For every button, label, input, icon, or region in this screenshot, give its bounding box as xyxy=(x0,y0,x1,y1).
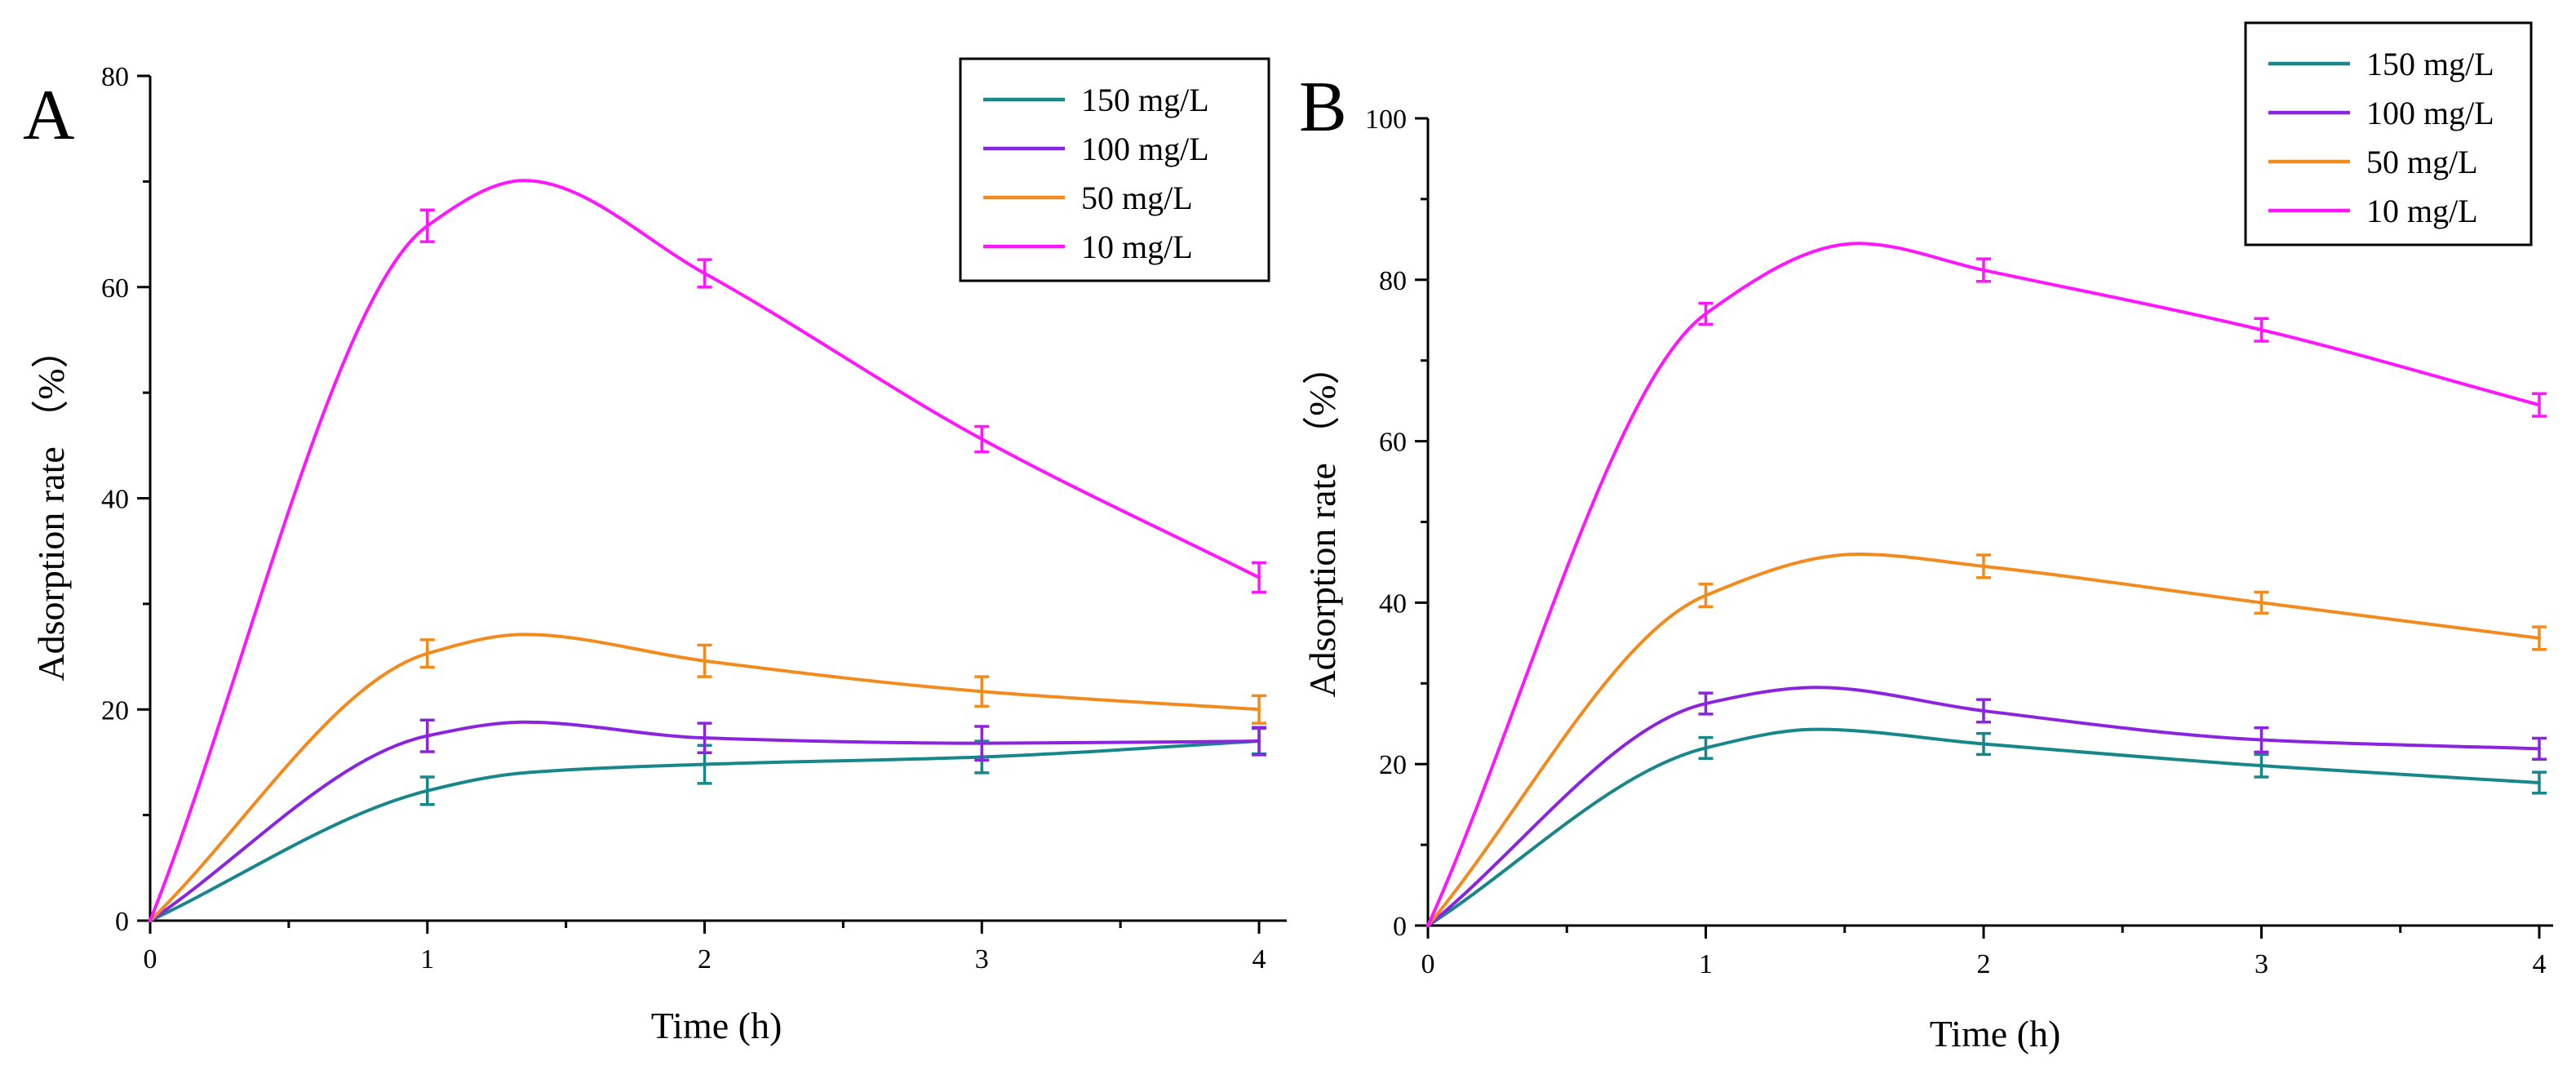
panel-a-legend-box xyxy=(959,57,1270,282)
panel-a-series-100-mg-l xyxy=(149,720,1261,922)
panel-a-errorbar-50-mg-l xyxy=(697,643,712,678)
panel-b-x-tick-label: 4 xyxy=(2532,949,2546,979)
panel-b-x-axis-title: Time (h) xyxy=(1930,1013,2061,1054)
panel-b-y-tick-label: 80 xyxy=(1379,266,1407,296)
panel-a-x-tick-label: 0 xyxy=(144,944,157,975)
panel-b-errorbar-150-mg-l xyxy=(2531,770,2547,795)
panel-b-series-100-mg-l xyxy=(1426,686,2541,927)
panel-a-errorbar-50-mg-l xyxy=(974,675,990,708)
panel-b-y-tick-label: 0 xyxy=(1393,912,1407,942)
panel-b-errorbar-50-mg-l xyxy=(1698,582,1714,609)
panel-a-errorbar-100-mg-l xyxy=(697,721,712,755)
panel-a-errorbar-10-mg-l xyxy=(974,424,990,454)
panel-a-y-axis-title: Adsorption rate （%） xyxy=(30,331,72,681)
panel-b-errorbar-150-mg-l xyxy=(2254,753,2269,779)
panel-a-errorbar-10-mg-l xyxy=(1252,561,1267,594)
panel-a-legend-label-50-mg-l: 50 mg/L xyxy=(1081,180,1193,216)
panel-a-y-tick-label: 80 xyxy=(101,62,129,92)
panel-b-series-150-mg-l xyxy=(1426,727,2541,927)
panel-b-legend-label-10-mg-l: 10 mg/L xyxy=(2366,193,2478,229)
panel-b-x-tick-label: 1 xyxy=(1699,949,1713,979)
panel-b-errorbar-50-mg-l xyxy=(2531,625,2547,651)
panel-b-y-tick-label: 100 xyxy=(1365,104,1407,135)
panel-b-errorbar-10-mg-l xyxy=(1975,257,1991,283)
panel-a-x-tick-label: 2 xyxy=(698,944,712,975)
panel-b-errorbar-50-mg-l xyxy=(2254,590,2269,615)
panel-a-errorbar-100-mg-l xyxy=(974,725,990,762)
panel-a-series-150-mg-l xyxy=(149,739,1261,922)
panel-a-series-10-mg-l xyxy=(149,179,1261,922)
panel-b-errorbar-10-mg-l xyxy=(2254,317,2269,343)
panel-b-errorbar-100-mg-l xyxy=(2254,726,2269,754)
panel-a-y-tick-label: 40 xyxy=(101,485,129,515)
panel-b-y-axis-title: Adsorption rate （%） xyxy=(1301,347,1343,697)
panel-b-errorbar-10-mg-l xyxy=(2531,392,2547,418)
panel-b-x-tick-label: 3 xyxy=(2255,949,2268,979)
panel-b-legend: 150 mg/L 100 mg/L 50 mg/L 10 mg/L xyxy=(2244,21,2533,246)
panel-b-legend-label-150-mg-l: 150 mg/L xyxy=(2366,46,2494,82)
panel-a-series-50-mg-l xyxy=(149,633,1261,922)
panel-a-errorbar-10-mg-l xyxy=(419,208,435,243)
panel-a-errorbar-50-mg-l xyxy=(1252,694,1267,725)
panel-a-errorbar-100-mg-l xyxy=(1252,726,1267,757)
panel-a-y-tick-label: 0 xyxy=(115,907,129,937)
panel-b-y-tick-label: 20 xyxy=(1379,750,1407,780)
panel-b-errorbar-150-mg-l xyxy=(1975,731,1991,757)
panel-b-errorbar-150-mg-l xyxy=(1698,735,1714,761)
panel-a-errorbar-10-mg-l xyxy=(697,258,712,289)
panel-a-x-axis-title: Time (h) xyxy=(651,1005,783,1046)
panel-a-y-tick-label: 20 xyxy=(101,695,129,726)
panel-a-legend-label-100-mg-l: 100 mg/L xyxy=(1081,131,1209,167)
panel-b-legend-box xyxy=(2244,21,2533,246)
panel-b-x-tick-label: 2 xyxy=(1976,949,1990,979)
panel-a-x-tick-label: 3 xyxy=(975,944,989,975)
panel-a-legend-label-150-mg-l: 150 mg/L xyxy=(1081,82,1209,118)
panel-b-series-50-mg-l xyxy=(1426,553,2541,927)
panel-b-legend-label-100-mg-l: 100 mg/L xyxy=(2366,95,2494,131)
panel-b-x-tick-label: 0 xyxy=(1421,949,1435,979)
panel-b-label: B xyxy=(1299,68,1347,147)
panel-a-x-tick-label: 4 xyxy=(1253,944,1266,975)
panel-a-legend: 150 mg/L 100 mg/L 50 mg/L 10 mg/L xyxy=(959,57,1270,282)
panel-b-errorbar-100-mg-l xyxy=(2531,736,2547,761)
panel-a-y-tick-label: 60 xyxy=(101,273,129,304)
panel-b-errorbar-50-mg-l xyxy=(1975,553,1991,579)
panel-b-y-tick-label: 60 xyxy=(1379,428,1407,458)
panel-a-errorbar-50-mg-l xyxy=(419,638,435,669)
panel-b-y-tick-label: 40 xyxy=(1379,588,1407,619)
panel-a-x-tick-label: 1 xyxy=(420,944,434,975)
panel-b-errorbar-100-mg-l xyxy=(1698,691,1714,716)
panel-a-errorbar-100-mg-l xyxy=(419,718,435,753)
panel-b-legend-label-50-mg-l: 50 mg/L xyxy=(2366,144,2478,180)
panel-b-errorbar-10-mg-l xyxy=(1698,301,1714,326)
panel-a-errorbar-150-mg-l xyxy=(419,775,435,806)
panel-a-legend-label-10-mg-l: 10 mg/L xyxy=(1081,229,1193,265)
panel-a-label: A xyxy=(23,76,75,155)
panel-b-series-10-mg-l xyxy=(1426,242,2541,927)
panel-b-errorbar-100-mg-l xyxy=(1975,698,1991,724)
